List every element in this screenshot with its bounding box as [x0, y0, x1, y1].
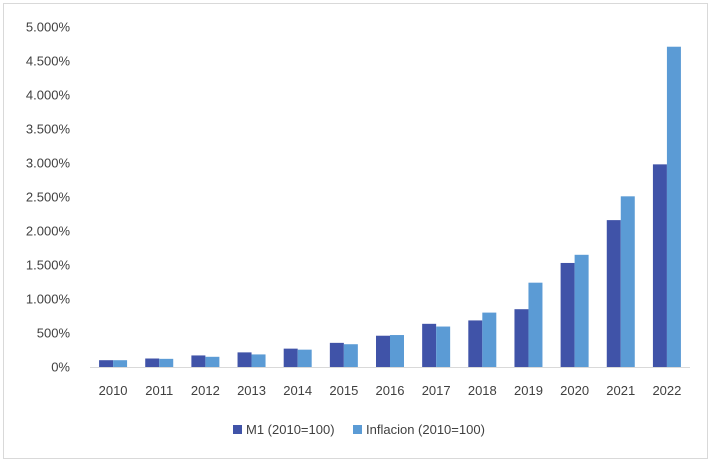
x-axis: 2010 2011 2012 2013 2014 2015 2016 2017 2018 2019…	[99, 383, 682, 398]
x-tick-label: 2018	[468, 383, 497, 398]
x-tick-label: 2017	[422, 383, 451, 398]
bar-inflacion-2021	[620, 196, 635, 367]
y-tick-label: 5.000%	[26, 20, 71, 35]
bar-m1-2021	[606, 220, 621, 367]
y-tick-label: 2.500%	[26, 190, 71, 205]
x-tick-label: 2022	[652, 383, 681, 398]
bar-m1-2018	[468, 320, 483, 367]
bar-m1-2016	[376, 335, 390, 367]
bar-m1-2022	[652, 164, 667, 367]
y-tick-label: 4.000%	[26, 88, 71, 103]
y-tick-label: 1.000%	[26, 292, 71, 307]
x-tick-label: 2015	[329, 383, 358, 398]
bar-inflacion-2013	[251, 354, 266, 367]
bar-inflacion-2022	[666, 46, 681, 367]
bar-m1-2019	[514, 309, 529, 367]
y-tick-label: 3.000%	[26, 156, 71, 171]
bar-m1-2013	[237, 352, 252, 367]
bar-m1-2014	[283, 348, 298, 367]
x-tick-label: 2016	[376, 383, 405, 398]
x-tick-label: 2021	[606, 383, 635, 398]
y-tick-label: 1.500%	[26, 258, 71, 273]
bar-inflacion-2014	[297, 349, 312, 367]
legend-swatch	[233, 425, 242, 434]
bars	[99, 46, 681, 367]
bar-m1-2012	[191, 355, 206, 367]
x-tick-label: 2014	[283, 383, 312, 398]
bar-inflacion-2017	[436, 326, 451, 367]
legend-label: M1 (2010=100)	[246, 422, 335, 437]
bar-inflacion-2020	[574, 254, 589, 367]
bar-m1-2015	[329, 342, 344, 367]
bar-m1-2017	[422, 323, 437, 367]
bar-m1-2011	[145, 358, 160, 367]
legend-label: Inflacion (2010=100)	[366, 422, 485, 437]
y-tick-label: 2.000%	[26, 224, 71, 239]
bar-m1-2020	[560, 262, 575, 367]
bar-inflacion-2012	[205, 356, 220, 367]
x-tick-label: 2010	[99, 383, 128, 398]
bar-inflacion-2010	[113, 360, 128, 367]
bar-inflacion-2018	[482, 312, 497, 367]
y-tick-label: 4.500%	[26, 54, 71, 69]
bar-inflacion-2015	[343, 344, 358, 367]
x-tick-label: 2012	[191, 383, 220, 398]
bar-inflacion-2019	[528, 282, 543, 367]
y-tick-label: 3.500%	[26, 122, 71, 137]
y-tick-label: 0%	[51, 360, 70, 375]
y-tick-label: 500%	[37, 326, 71, 341]
legend: M1 (2010=100) Inflacion (2010=100)	[233, 422, 485, 437]
bar-inflacion-2011	[159, 358, 174, 367]
chart-frame	[3, 3, 708, 459]
bar-inflacion-2016	[390, 335, 404, 367]
x-tick-label: 2013	[237, 383, 266, 398]
bar-m1-2010	[99, 360, 114, 367]
legend-swatch	[353, 425, 362, 434]
x-tick-label: 2011	[145, 383, 173, 398]
y-axis: 0% 500% 1.000% 1.500% 2.000% 2.500% 3.000% 3.50…	[26, 20, 71, 375]
x-tick-label: 2020	[560, 383, 589, 398]
x-tick-label: 2019	[514, 383, 543, 398]
